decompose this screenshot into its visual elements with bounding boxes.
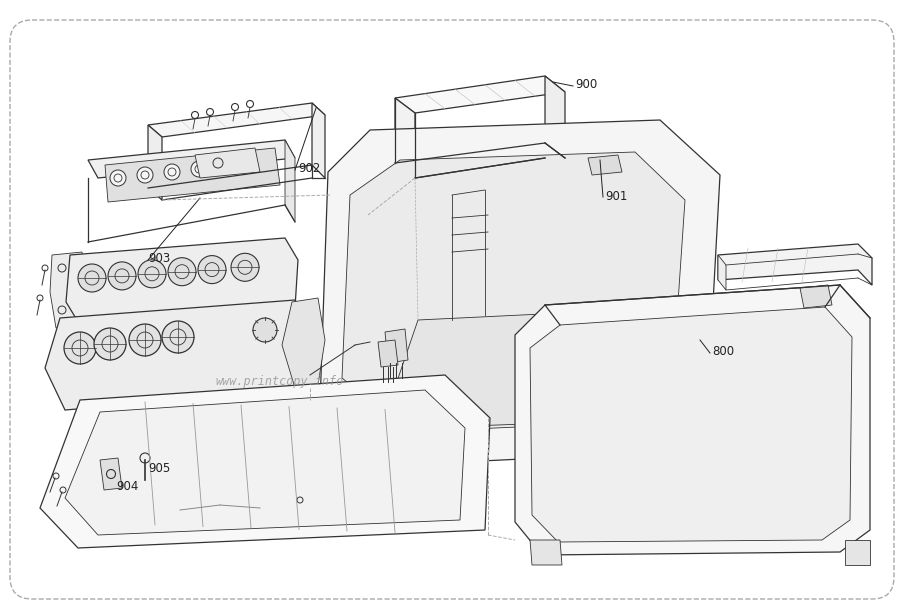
Polygon shape bbox=[395, 98, 415, 178]
Polygon shape bbox=[545, 76, 565, 158]
Circle shape bbox=[64, 332, 96, 364]
Polygon shape bbox=[342, 152, 685, 432]
Polygon shape bbox=[385, 329, 408, 363]
Circle shape bbox=[108, 262, 136, 290]
Circle shape bbox=[253, 318, 277, 342]
Circle shape bbox=[110, 170, 126, 186]
Polygon shape bbox=[282, 298, 325, 388]
Polygon shape bbox=[66, 238, 298, 325]
Polygon shape bbox=[515, 285, 870, 555]
Polygon shape bbox=[395, 76, 565, 113]
Polygon shape bbox=[320, 120, 720, 465]
Polygon shape bbox=[392, 310, 648, 428]
Polygon shape bbox=[45, 300, 315, 410]
Text: 905: 905 bbox=[148, 462, 170, 475]
Circle shape bbox=[129, 324, 161, 356]
Circle shape bbox=[168, 258, 196, 286]
Polygon shape bbox=[88, 140, 295, 178]
Polygon shape bbox=[588, 155, 622, 175]
Circle shape bbox=[137, 167, 153, 183]
Polygon shape bbox=[800, 285, 832, 308]
Polygon shape bbox=[718, 244, 872, 285]
Circle shape bbox=[231, 253, 259, 281]
Polygon shape bbox=[530, 307, 852, 542]
Polygon shape bbox=[378, 340, 398, 367]
Circle shape bbox=[138, 260, 166, 288]
Text: 901: 901 bbox=[605, 190, 627, 203]
Polygon shape bbox=[100, 458, 122, 490]
Polygon shape bbox=[148, 103, 325, 137]
Circle shape bbox=[218, 158, 234, 174]
Circle shape bbox=[162, 321, 194, 353]
Polygon shape bbox=[530, 540, 562, 565]
Polygon shape bbox=[195, 148, 260, 178]
Polygon shape bbox=[105, 148, 280, 202]
Text: 800: 800 bbox=[712, 345, 734, 358]
Polygon shape bbox=[845, 540, 870, 565]
Text: 904: 904 bbox=[116, 480, 139, 493]
Polygon shape bbox=[65, 390, 465, 535]
Polygon shape bbox=[40, 375, 490, 548]
Circle shape bbox=[191, 161, 207, 177]
Circle shape bbox=[78, 264, 106, 292]
Text: 900: 900 bbox=[575, 78, 598, 91]
Circle shape bbox=[164, 164, 180, 180]
Circle shape bbox=[94, 328, 126, 360]
Polygon shape bbox=[312, 103, 325, 178]
Polygon shape bbox=[50, 252, 90, 328]
Text: 903: 903 bbox=[148, 252, 170, 265]
Text: www.printcopy.info: www.printcopy.info bbox=[215, 375, 343, 388]
Polygon shape bbox=[285, 140, 295, 222]
Polygon shape bbox=[718, 255, 726, 290]
Circle shape bbox=[198, 256, 226, 284]
Polygon shape bbox=[148, 125, 162, 200]
Text: 902: 902 bbox=[298, 162, 320, 175]
